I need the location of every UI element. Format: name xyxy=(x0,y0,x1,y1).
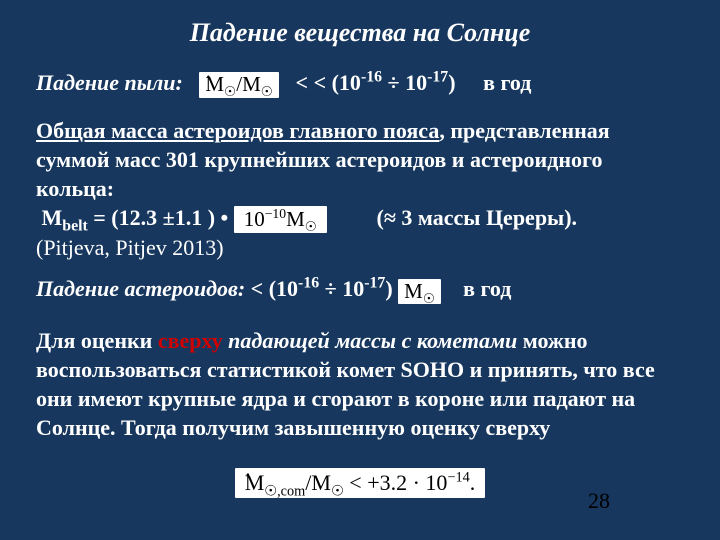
asteroids-line: Падение астероидов: < (10-16 ÷ 10-17) M☉… xyxy=(36,274,684,304)
dust-formula: M☉/M☉ xyxy=(199,72,279,97)
asteroids-formula: M☉ xyxy=(398,279,441,304)
dust-label: Падение пыли: xyxy=(36,70,183,95)
comets-before: Для оценки xyxy=(36,328,158,353)
dust-relation: < < (10-16 ÷ 10-17) xyxy=(296,70,456,95)
belt-ref: (Pitjeva, Pitjev 2013) xyxy=(36,235,224,260)
comets-formula-row: M☉,com/M☉ < +3.2 · 10−14. xyxy=(36,466,684,498)
comets-accent: сверху xyxy=(158,328,223,353)
comets-mid: падающей массы с кометами xyxy=(223,328,518,353)
belt-ceres: (≈ 3 массы Цереры). xyxy=(377,205,578,230)
page-number: 28 xyxy=(588,488,610,514)
slide-body: Падение пыли: M☉/M☉ < < (10-16 ÷ 10-17) … xyxy=(36,68,684,498)
belt-m: M xyxy=(42,205,63,230)
belt-m-sub: belt xyxy=(62,217,88,234)
belt-m-val: = (12.3 ±1.1 ) • xyxy=(88,205,234,230)
belt-heading: Общая масса астероидов главного пояса xyxy=(36,118,439,143)
belt-formula: 10−10M☉ xyxy=(234,206,327,233)
slide-title: Падение вещества на Солнце xyxy=(36,18,684,48)
asteroids-suffix: в год xyxy=(463,276,511,301)
belt-mass-line: Mbelt = (12.3 ±1.1 ) • xyxy=(36,205,234,230)
comets-block: Для оценки сверху падающей массы с комет… xyxy=(36,326,684,442)
slide: Падение вещества на Солнце Падение пыли:… xyxy=(0,0,720,540)
dust-suffix: в год xyxy=(483,70,531,95)
comets-formula: M☉,com/M☉ < +3.2 · 10−14. xyxy=(235,468,486,498)
asteroids-label: Падение астероидов: xyxy=(36,276,245,301)
dust-line: Падение пыли: M☉/M☉ < < (10-16 ÷ 10-17) … xyxy=(36,68,684,98)
asteroids-relation: < (10-16 ÷ 10-17) xyxy=(251,276,393,301)
belt-block: Общая масса астероидов главного пояса, п… xyxy=(36,116,684,263)
